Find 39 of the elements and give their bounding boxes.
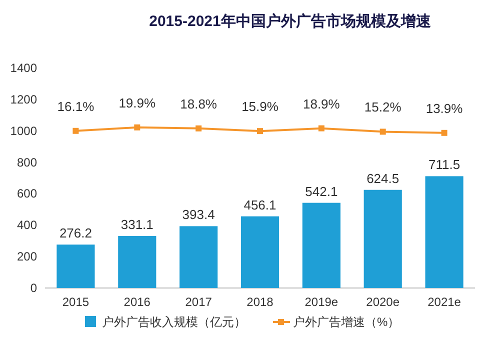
bar	[240, 216, 280, 288]
x-tick-label: 2019e	[304, 295, 338, 309]
data-label: 19.9%	[118, 95, 156, 110]
x-tick-label: 2017	[185, 295, 212, 309]
x-tick-label: 2016	[124, 295, 151, 309]
data-label: 711.5	[428, 157, 460, 172]
bar	[425, 176, 464, 288]
data-label: 18.8%	[180, 96, 218, 112]
bar	[118, 236, 156, 288]
data-label: 393.4	[182, 207, 215, 222]
y-tick-label: 200	[16, 250, 38, 264]
data-label: 624.5	[366, 170, 400, 186]
bar	[180, 226, 218, 288]
y-tick-label: 400	[16, 218, 38, 232]
x-tick-label: 2021e	[428, 295, 462, 309]
y-tick-label: 600	[16, 186, 38, 201]
data-label: 13.9%	[426, 100, 464, 116]
bar	[302, 202, 340, 288]
data-label: 276.2	[59, 226, 92, 241]
y-tick-label: 1000	[10, 124, 38, 138]
x-tick-label: 2020e	[366, 295, 400, 309]
legend-label: 户外广告收入规模（亿元）	[102, 315, 246, 329]
bar	[364, 190, 402, 288]
y-tick-label: 1200	[10, 92, 38, 106]
data-label: 15.2%	[364, 100, 402, 115]
data-label: 15.9%	[242, 99, 279, 114]
data-label: 331.1	[120, 216, 154, 232]
y-tick-label: 1400	[10, 61, 38, 75]
x-tick-label: 2018	[246, 295, 274, 309]
legend-label: 户外广告增速（%）	[293, 315, 400, 329]
data-label: 456.1	[244, 197, 276, 212]
data-label: 16.1%	[57, 98, 95, 114]
data-label: 542.1	[305, 184, 338, 199]
x-tick-label: 2015	[62, 295, 90, 309]
data-label: 18.9%	[302, 96, 340, 112]
chart-title: 2015-2021年中国户外广告市场规模及增速	[149, 12, 432, 30]
y-tick-label: 0	[30, 281, 38, 295]
bar	[56, 244, 95, 288]
y-tick-label: 800	[16, 155, 38, 170]
